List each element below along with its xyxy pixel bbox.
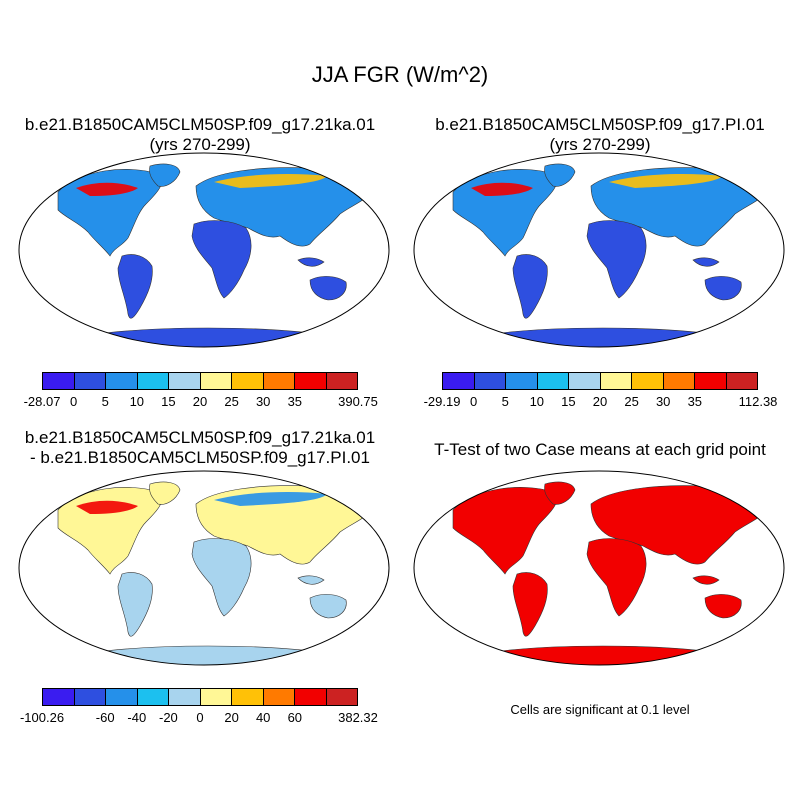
panel-d-title: T-Test of two Case means at each grid po… [400,440,800,460]
colorbar-swatch [664,373,696,389]
colorbar-tick-label: 112.38 [739,394,778,409]
landmass-indonesia [693,576,719,584]
landmass-samerica [118,572,152,636]
colorbar-swatch [138,373,170,389]
colorbar-swatch [264,373,296,389]
colorbar-swatch [75,689,107,705]
colorbar-tick-label: -40 [127,710,146,725]
landmass-namerica [58,169,162,256]
colorbar-tick-label: 390.75 [338,394,378,409]
colorbar-swatch [106,373,138,389]
panel-a-map [18,152,390,348]
colorbar-swatch [138,689,170,705]
panel-c-map [18,470,390,666]
colorbar-swatch [106,689,138,705]
panel-a-title: b.e21.B1850CAM5CLM50SP.f09_g17.21ka.01 (… [0,115,400,155]
colorbar-swatch [75,373,107,389]
colorbar-swatch [632,373,664,389]
landmass-africa [587,539,646,616]
colorbar-swatch [264,689,296,705]
colorbar-swatch [201,373,233,389]
colorbar-swatch [538,373,570,389]
panel-b-colorbar-ticks: -29.19 0 5 10 15 20 25 30 35 112.38 [442,394,758,410]
colorbar-swatch [169,373,201,389]
colorbar-swatch [569,373,601,389]
colorbar-swatch [295,689,327,705]
colorbar-tick-label: 30 [656,394,670,409]
colorbar-tick-label: 20 [193,394,207,409]
colorbar-tick-label: -20 [159,710,178,725]
landmass-indonesia [298,258,324,266]
colorbar-tick-label: 30 [256,394,270,409]
landmass-australia [310,594,346,618]
panel-b-map [413,152,785,348]
colorbar-tick-label: 0 [70,394,77,409]
colorbar-tick-label: 382.32 [338,710,378,725]
colorbar-tick-label: 10 [130,394,144,409]
colorbar-tick-label: 0 [470,394,477,409]
panel-a-colorbar [42,372,358,390]
colorbar-tick-label: -100.26 [20,710,64,725]
landmass-australia [705,594,741,618]
panel-c-title: b.e21.B1850CAM5CLM50SP.f09_g17.21ka.01 -… [0,428,400,468]
colorbar-tick-label: -29.19 [424,394,461,409]
colorbar-swatch [201,689,233,705]
landmass-africa [587,221,646,298]
panel-d-map [413,470,785,666]
colorbar-tick-label: 35 [688,394,702,409]
landmass-namerica [453,487,557,574]
colorbar-swatch [695,373,727,389]
colorbar-tick-label: 15 [561,394,575,409]
landmass-namerica [453,169,557,256]
colorbar-tick-label: 5 [502,394,509,409]
colorbar-tick-label: 10 [530,394,544,409]
landmass-australia [310,276,346,300]
colorbar-tick-label: 40 [256,710,270,725]
colorbar-tick-label: 0 [196,710,203,725]
landmass-samerica [513,572,547,636]
figure-title: JJA FGR (W/m^2) [0,62,800,88]
panel-c-colorbar [42,688,358,706]
panel-a-colorbar-ticks: -28.07 0 5 10 15 20 25 30 35 390.75 [42,394,358,410]
colorbar-tick-label: 25 [624,394,638,409]
colorbar-swatch [601,373,633,389]
panel-b-title-line1: b.e21.B1850CAM5CLM50SP.f09_g17.PI.01 [400,115,800,135]
colorbar-swatch [443,373,475,389]
colorbar-tick-label: 20 [593,394,607,409]
landmass-africa [192,221,251,298]
panel-c-title-line1: b.e21.B1850CAM5CLM50SP.f09_g17.21ka.01 [0,428,400,448]
colorbar-tick-label: 20 [224,710,238,725]
colorbar-swatch [327,689,358,705]
colorbar-swatch [169,689,201,705]
landmass-indonesia [298,576,324,584]
panel-b-colorbar [442,372,758,390]
colorbar-swatch [475,373,507,389]
panel-a-title-line1: b.e21.B1850CAM5CLM50SP.f09_g17.21ka.01 [0,115,400,135]
significance-note: Cells are significant at 0.1 level [400,702,800,717]
colorbar-tick-label: 15 [161,394,175,409]
colorbar-swatch [506,373,538,389]
colorbar-swatch [727,373,758,389]
colorbar-tick-label: 5 [102,394,109,409]
colorbar-swatch [295,373,327,389]
landmass-africa [192,539,251,616]
landmass-indonesia [693,258,719,266]
colorbar-tick-label: 35 [288,394,302,409]
landmass-namerica [58,487,162,574]
landmass-samerica [513,254,547,318]
colorbar-swatch [327,373,358,389]
colorbar-tick-label: -28.07 [24,394,61,409]
colorbar-swatch [232,689,264,705]
colorbar-swatch [43,689,75,705]
landmass-australia [705,276,741,300]
colorbar-swatch [232,373,264,389]
landmass-samerica [118,254,152,318]
colorbar-tick-label: 25 [224,394,238,409]
colorbar-swatch [43,373,75,389]
colorbar-tick-label: 60 [288,710,302,725]
panel-c-title-line2: - b.e21.B1850CAM5CLM50SP.f09_g17.PI.01 [0,448,400,468]
panel-b-title: b.e21.B1850CAM5CLM50SP.f09_g17.PI.01 (yr… [400,115,800,155]
panel-c-colorbar-ticks: -100.26 -60 -40 -20 0 20 40 60 382.32 [42,710,358,726]
colorbar-tick-label: -60 [96,710,115,725]
